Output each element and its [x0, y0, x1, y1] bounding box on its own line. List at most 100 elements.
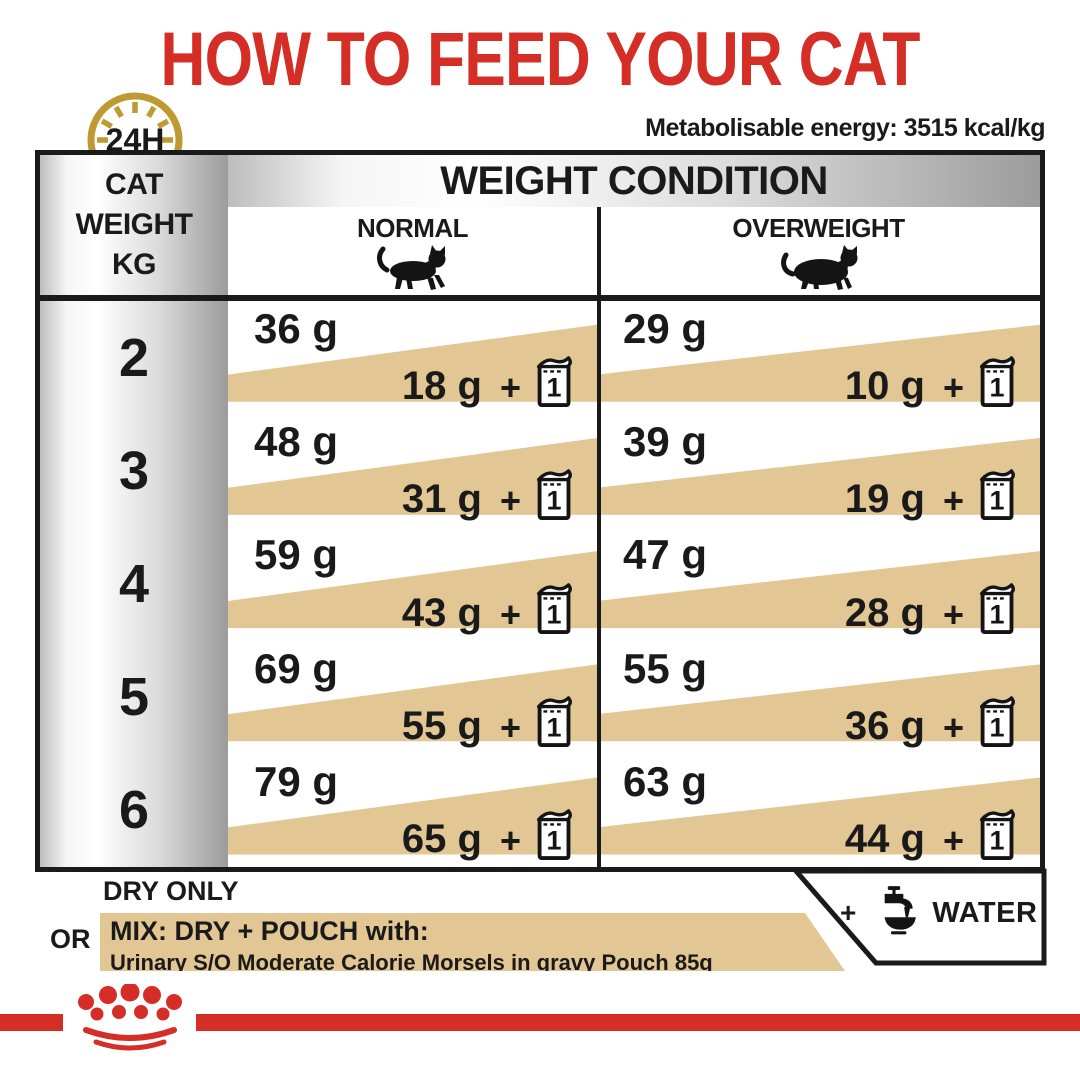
overweight-cell: 63 g 44 g + 1 — [597, 753, 1040, 867]
mix-amount-row: 28 g + 1 — [844, 582, 1018, 635]
overweight-cell: 47 g 28 g + 1 — [597, 527, 1040, 641]
column-header-normal: NORMAL — [228, 207, 597, 295]
pouch-icon: 1 — [979, 469, 1015, 521]
pouch-count: 1 — [547, 825, 562, 855]
water-label: WATER — [932, 896, 1038, 929]
water-plus-sign: + — [840, 897, 857, 928]
pouch-count: 1 — [990, 825, 1005, 855]
normal-label: NORMAL — [356, 213, 469, 243]
mix-title: MIX: DRY + POUCH with: — [110, 916, 429, 946]
mix-amount: 31 g — [401, 477, 482, 522]
mix-amount: 44 g — [844, 816, 925, 861]
mix-amount: 55 g — [401, 703, 482, 748]
dry-amount: 55 g — [623, 644, 708, 692]
feeding-table: CAT WEIGHT KG WEIGHT CONDITION NORMAL — [35, 150, 1045, 872]
cat-weight-header-line: WEIGHT — [75, 208, 194, 241]
cat-weight-cell: 3 — [40, 414, 228, 528]
pouch-count: 1 — [547, 486, 562, 516]
energy-note: Metabolisable energy: 3515 kcal/kg — [645, 114, 1045, 142]
normal-cell: 36 g 18 g + 1 — [228, 301, 597, 415]
table-row: 3 48 g 31 g + 1 39 g — [40, 414, 1040, 528]
pouch-icon: 1 — [536, 469, 572, 521]
cat-weight-cell: 6 — [40, 753, 228, 867]
normal-cell: 79 g 65 g + 1 — [228, 753, 597, 867]
normal-cell: 69 g 55 g + 1 — [228, 640, 597, 754]
cat-weight-header-line: KG — [112, 248, 157, 281]
water-tap-icon — [866, 885, 922, 941]
column-header-overweight: OVERWEIGHT — [597, 207, 1040, 295]
mix-amount-row: 43 g + 1 — [401, 582, 575, 635]
pouch-icon: 1 — [536, 356, 572, 408]
cat-weight-cell: 4 — [40, 527, 228, 641]
table-row: 6 79 g 65 g + 1 63 g — [40, 753, 1040, 867]
mix-amount-row: 19 g + 1 — [845, 469, 1018, 522]
mix-amount: 65 g — [401, 816, 482, 861]
pouch-icon: 1 — [979, 695, 1015, 747]
table-rows: 2 36 g 18 g + 1 29 g — [40, 301, 1040, 867]
mix-subtitle: Urinary S/O Moderate Calorie Morsels in … — [110, 950, 713, 975]
mix-amount-row: 31 g + 1 — [401, 469, 575, 522]
brand-crown-icon — [62, 982, 198, 1067]
cat-weight-value: 3 — [118, 440, 150, 501]
pouch-icon: 1 — [536, 582, 572, 634]
dry-amount: 48 g — [254, 418, 339, 466]
mix-amount: 28 g — [844, 590, 925, 635]
cat-weight-header-line: CAT — [105, 168, 163, 201]
pouch-icon: 1 — [979, 356, 1015, 408]
legend-or: OR — [50, 924, 91, 954]
dry-amount: 69 g — [254, 644, 339, 692]
plus-sign: + — [942, 367, 964, 409]
plus-sign: + — [499, 593, 521, 635]
brand-line-left — [0, 1014, 63, 1031]
mix-amount: 10 g — [844, 364, 925, 409]
pouch-icon: 1 — [536, 809, 572, 860]
pouch-count: 1 — [990, 712, 1005, 742]
cat-weight-value: 2 — [118, 327, 150, 388]
pouch-count: 1 — [990, 486, 1005, 516]
column-divider-line — [597, 207, 601, 867]
mix-amount: 18 g — [401, 364, 482, 409]
table-row: 5 69 g 55 g + 1 55 g — [40, 640, 1040, 754]
cat-overweight-icon — [777, 244, 861, 295]
brand-line-right — [196, 1014, 1080, 1031]
mix-amount-row: 10 g + 1 — [844, 356, 1018, 409]
mix-amount-row: 55 g + 1 — [401, 695, 575, 748]
mix-amount: 43 g — [401, 590, 482, 635]
overweight-cell: 39 g 19 g + 1 — [597, 414, 1040, 528]
header-divider-line — [40, 295, 1040, 301]
pouch-count: 1 — [547, 712, 562, 742]
mix-amount-row: 65 g + 1 — [401, 809, 575, 861]
plus-sign: + — [499, 367, 521, 409]
legend-mix-band: MIX: DRY + POUCH with: Urinary S/O Moder… — [100, 913, 845, 971]
pouch-icon: 1 — [979, 582, 1015, 634]
pouch-count: 1 — [547, 599, 562, 629]
plus-sign: + — [942, 706, 964, 748]
mix-amount-row: 44 g + 1 — [844, 809, 1018, 861]
cat-weight-cell: 5 — [40, 640, 228, 754]
dry-amount: 79 g — [254, 757, 339, 805]
cat-weight-header: CAT WEIGHT KG — [40, 155, 228, 295]
pouch-icon: 1 — [979, 809, 1015, 860]
dry-amount: 36 g — [254, 305, 339, 352]
page-title: HOW TO FEED YOUR CAT — [160, 17, 920, 102]
water-box — [786, 866, 1049, 973]
plus-sign: + — [942, 819, 964, 861]
normal-cell: 48 g 31 g + 1 — [228, 414, 597, 528]
pouch-count: 1 — [547, 373, 562, 403]
overweight-label: OVERWEIGHT — [732, 213, 905, 243]
mix-amount-row: 18 g + 1 — [401, 356, 575, 409]
plus-sign: + — [499, 480, 521, 522]
mix-amount: 36 g — [844, 703, 925, 748]
plus-sign: + — [942, 480, 964, 522]
water-content: + WATER — [840, 882, 1037, 944]
cat-weight-cell: 2 — [40, 301, 228, 415]
weight-condition-header: WEIGHT CONDITION — [228, 155, 1040, 207]
table-row: 4 59 g 43 g + 1 47 g — [40, 527, 1040, 641]
cat-weight-value: 5 — [118, 667, 150, 728]
plus-sign: + — [499, 706, 521, 748]
overweight-cell: 55 g 36 g + 1 — [597, 640, 1040, 754]
legend-dry-only: DRY ONLY — [103, 876, 239, 906]
dry-amount: 63 g — [623, 757, 708, 805]
pouch-icon: 1 — [536, 695, 572, 747]
